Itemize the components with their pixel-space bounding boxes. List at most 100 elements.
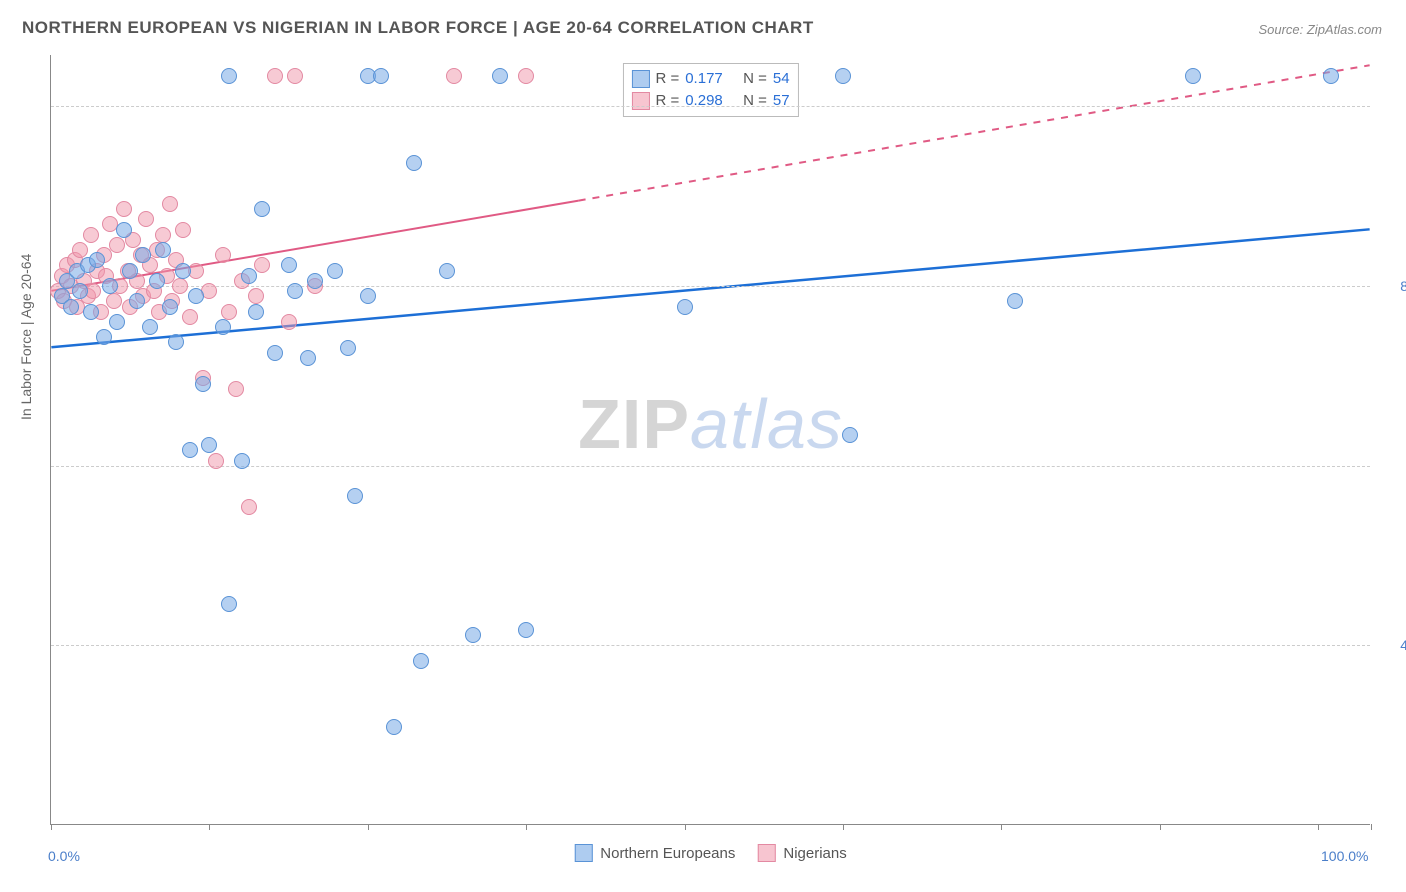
x-tick xyxy=(526,824,527,830)
data-point xyxy=(138,211,154,227)
r-label: R = xyxy=(655,90,679,112)
data-point xyxy=(208,453,224,469)
data-point xyxy=(835,68,851,84)
data-point xyxy=(518,622,534,638)
data-point xyxy=(307,273,323,289)
data-point xyxy=(155,227,171,243)
data-point xyxy=(215,247,231,263)
data-point xyxy=(1007,293,1023,309)
chart-container: NORTHERN EUROPEAN VS NIGERIAN IN LABOR F… xyxy=(0,0,1406,892)
data-point xyxy=(83,227,99,243)
data-point xyxy=(281,257,297,273)
data-point xyxy=(228,381,244,397)
data-point xyxy=(155,242,171,258)
data-point xyxy=(188,288,204,304)
data-point xyxy=(518,68,534,84)
plot-area: ZIPatlas R = 0.177 N = 54 R = 0.298 N = … xyxy=(50,55,1370,825)
chart-title: NORTHERN EUROPEAN VS NIGERIAN IN LABOR F… xyxy=(22,18,814,38)
x-tick xyxy=(1001,824,1002,830)
legend-label-pink: Nigerians xyxy=(783,845,846,862)
n-value-blue: 54 xyxy=(773,68,790,90)
data-point xyxy=(406,155,422,171)
legend-swatch-pink-icon xyxy=(757,844,775,862)
data-point xyxy=(241,268,257,284)
x-tick xyxy=(209,824,210,830)
data-point xyxy=(1185,68,1201,84)
swatch-blue-icon xyxy=(631,70,649,88)
n-label: N = xyxy=(743,68,767,90)
data-point xyxy=(182,309,198,325)
x-tick xyxy=(368,824,369,830)
data-point xyxy=(175,263,191,279)
data-point xyxy=(72,242,88,258)
x-tick xyxy=(1371,824,1372,830)
data-point xyxy=(195,376,211,392)
data-point xyxy=(63,299,79,315)
data-point xyxy=(142,319,158,335)
data-point xyxy=(182,442,198,458)
x-tick xyxy=(1318,824,1319,830)
data-point xyxy=(116,201,132,217)
stats-row-blue: R = 0.177 N = 54 xyxy=(631,68,789,90)
data-point xyxy=(129,293,145,309)
data-point xyxy=(241,499,257,515)
stats-box: R = 0.177 N = 54 R = 0.298 N = 57 xyxy=(622,63,798,117)
data-point xyxy=(215,319,231,335)
legend-bottom: Northern Europeans Nigerians xyxy=(574,844,846,862)
watermark-atlas: atlas xyxy=(690,385,843,463)
data-point xyxy=(842,427,858,443)
r-value-blue: 0.177 xyxy=(685,68,723,90)
data-point xyxy=(116,222,132,238)
legend-label-blue: Northern Europeans xyxy=(600,845,735,862)
data-point xyxy=(360,288,376,304)
watermark-zip: ZIP xyxy=(578,385,690,463)
data-point xyxy=(327,263,343,279)
data-point xyxy=(386,719,402,735)
data-point xyxy=(287,68,303,84)
legend-item-pink: Nigerians xyxy=(757,844,846,862)
data-point xyxy=(340,340,356,356)
n-value-pink: 57 xyxy=(773,90,790,112)
data-point xyxy=(248,288,264,304)
data-point xyxy=(72,283,88,299)
gridline-h xyxy=(51,466,1370,467)
data-point xyxy=(413,653,429,669)
data-point xyxy=(267,345,283,361)
data-point xyxy=(96,329,112,345)
data-point xyxy=(109,237,125,253)
data-point xyxy=(162,299,178,315)
trend-lines xyxy=(51,55,1370,824)
y-tick-label: 47.5% xyxy=(1380,637,1406,653)
gridline-h xyxy=(51,286,1370,287)
data-point xyxy=(1323,68,1339,84)
data-point xyxy=(267,68,283,84)
n-label: N = xyxy=(743,90,767,112)
data-point xyxy=(439,263,455,279)
data-point xyxy=(109,314,125,330)
stats-row-pink: R = 0.298 N = 57 xyxy=(631,90,789,112)
watermark: ZIPatlas xyxy=(578,384,843,464)
data-point xyxy=(254,257,270,273)
data-point xyxy=(465,627,481,643)
data-point xyxy=(168,334,184,350)
data-point xyxy=(347,488,363,504)
x-tick xyxy=(1160,824,1161,830)
gridline-h xyxy=(51,106,1370,107)
data-point xyxy=(677,299,693,315)
data-point xyxy=(201,437,217,453)
data-point xyxy=(221,304,237,320)
data-point xyxy=(162,196,178,212)
x-tick-label: 100.0% xyxy=(1321,848,1368,864)
x-tick xyxy=(51,824,52,830)
data-point xyxy=(221,596,237,612)
data-point xyxy=(175,222,191,238)
data-point xyxy=(300,350,316,366)
data-point xyxy=(234,453,250,469)
x-tick xyxy=(685,824,686,830)
data-point xyxy=(281,314,297,330)
data-point xyxy=(83,304,99,320)
source-label: Source: ZipAtlas.com xyxy=(1258,22,1382,37)
data-point xyxy=(492,68,508,84)
data-point xyxy=(373,68,389,84)
y-axis-label: In Labor Force | Age 20-64 xyxy=(18,254,34,420)
